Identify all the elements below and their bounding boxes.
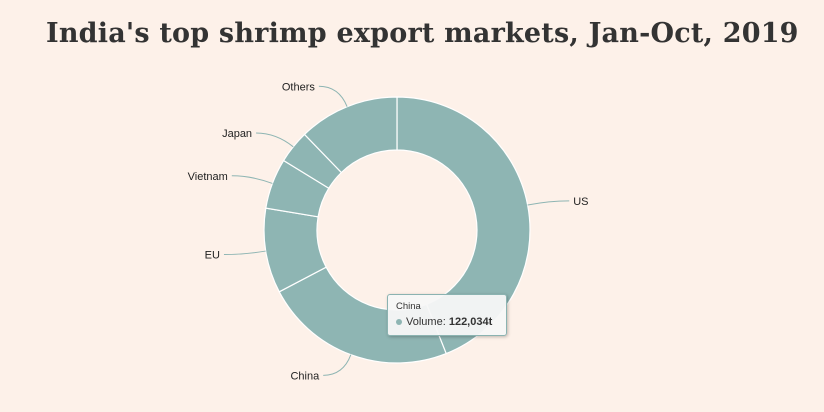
tooltip-value: 122,034t	[448, 316, 493, 328]
tooltip-series: Volume	[406, 316, 443, 328]
slices-group	[263, 96, 531, 364]
labels-group: US China EU Vietnam Japan Others	[188, 81, 589, 382]
label-us: US	[573, 196, 588, 208]
connector-japan	[256, 132, 294, 148]
label-vietnam: Vietnam	[188, 171, 228, 183]
tooltip-category: China	[396, 301, 421, 312]
connector-eu	[223, 250, 266, 256]
connector-vietnam	[231, 175, 273, 184]
tooltip: China Volume: 122,034t	[387, 294, 507, 336]
label-japan: Japan	[222, 128, 252, 140]
slice-others[interactable]	[303, 96, 398, 174]
connector-others	[318, 85, 348, 107]
label-eu: EU	[205, 250, 220, 262]
label-others: Others	[282, 81, 316, 93]
chart-title: India's top shrimp export markets, Jan-O…	[46, 18, 799, 49]
connector-us	[527, 200, 570, 206]
label-china: China	[290, 370, 320, 382]
tooltip-marker-icon	[396, 319, 402, 326]
slice-us[interactable]	[396, 96, 531, 355]
tooltip-line: Volume: 122,034t	[396, 316, 498, 328]
connector-china	[323, 354, 352, 376]
